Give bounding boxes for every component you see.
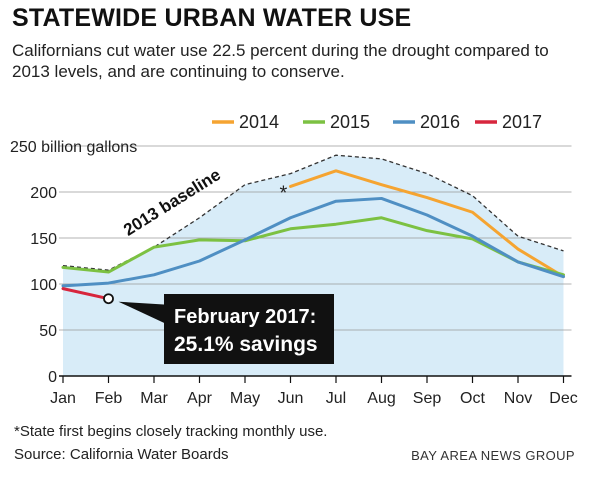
x-tick-label: Jun xyxy=(278,390,304,407)
x-tick-label: Jul xyxy=(326,390,346,407)
series-line-2017 xyxy=(61,287,110,301)
x-tick-label: Oct xyxy=(460,390,485,407)
source-note: Source: California Water Boards xyxy=(14,446,229,463)
y-tick-label: 150 xyxy=(30,231,57,248)
x-tick-label: Sep xyxy=(413,390,442,407)
y-tick-label: 100 xyxy=(30,277,57,294)
legend-label-2015: 2015 xyxy=(330,112,370,132)
callout-marker xyxy=(103,293,114,305)
x-tick-label: May xyxy=(230,390,260,407)
asterisk-annotation: * xyxy=(280,182,288,204)
y-tick-label: 0 xyxy=(48,369,57,386)
legend-label-2016: 2016 xyxy=(420,112,460,132)
y-tick-label: 200 xyxy=(30,185,57,202)
legend-label-2017: 2017 xyxy=(502,112,542,132)
x-tick-label: Dec xyxy=(549,390,577,407)
callout-pointer xyxy=(118,301,168,325)
series-line-2014 xyxy=(289,169,565,279)
x-tick-label: Aug xyxy=(367,390,395,407)
x-tick-label: Mar xyxy=(140,390,168,407)
publisher-credit: BAY AREA NEWS GROUP xyxy=(411,448,575,463)
callout-line1: February 2017: xyxy=(174,306,316,328)
series-line-2015 xyxy=(61,216,565,277)
line-chart: 0 50 100 150 200 250 billion gallons Jan Feb Mar… xyxy=(10,112,578,407)
baseline-line xyxy=(62,154,564,271)
x-tick-label: Jan xyxy=(50,390,76,407)
series-line-2016 xyxy=(61,196,565,288)
chart-title: STATEWIDE URBAN WATER USE xyxy=(12,4,412,32)
x-tick-label: Apr xyxy=(187,390,213,407)
x-tick-label: Feb xyxy=(95,390,123,407)
footnote: *State first begins closely tracking mon… xyxy=(14,423,328,440)
legend-label-2014: 2014 xyxy=(239,112,279,132)
y-tick-label: 50 xyxy=(39,323,57,340)
x-tick-label: Nov xyxy=(504,390,532,407)
callout-box xyxy=(164,294,334,364)
y-tick-label: 250 billion gallons xyxy=(10,139,137,156)
callout-line2: 25.1% savings xyxy=(174,333,318,356)
chart-subtitle: Californians cut water use 22.5 percent … xyxy=(12,41,549,81)
